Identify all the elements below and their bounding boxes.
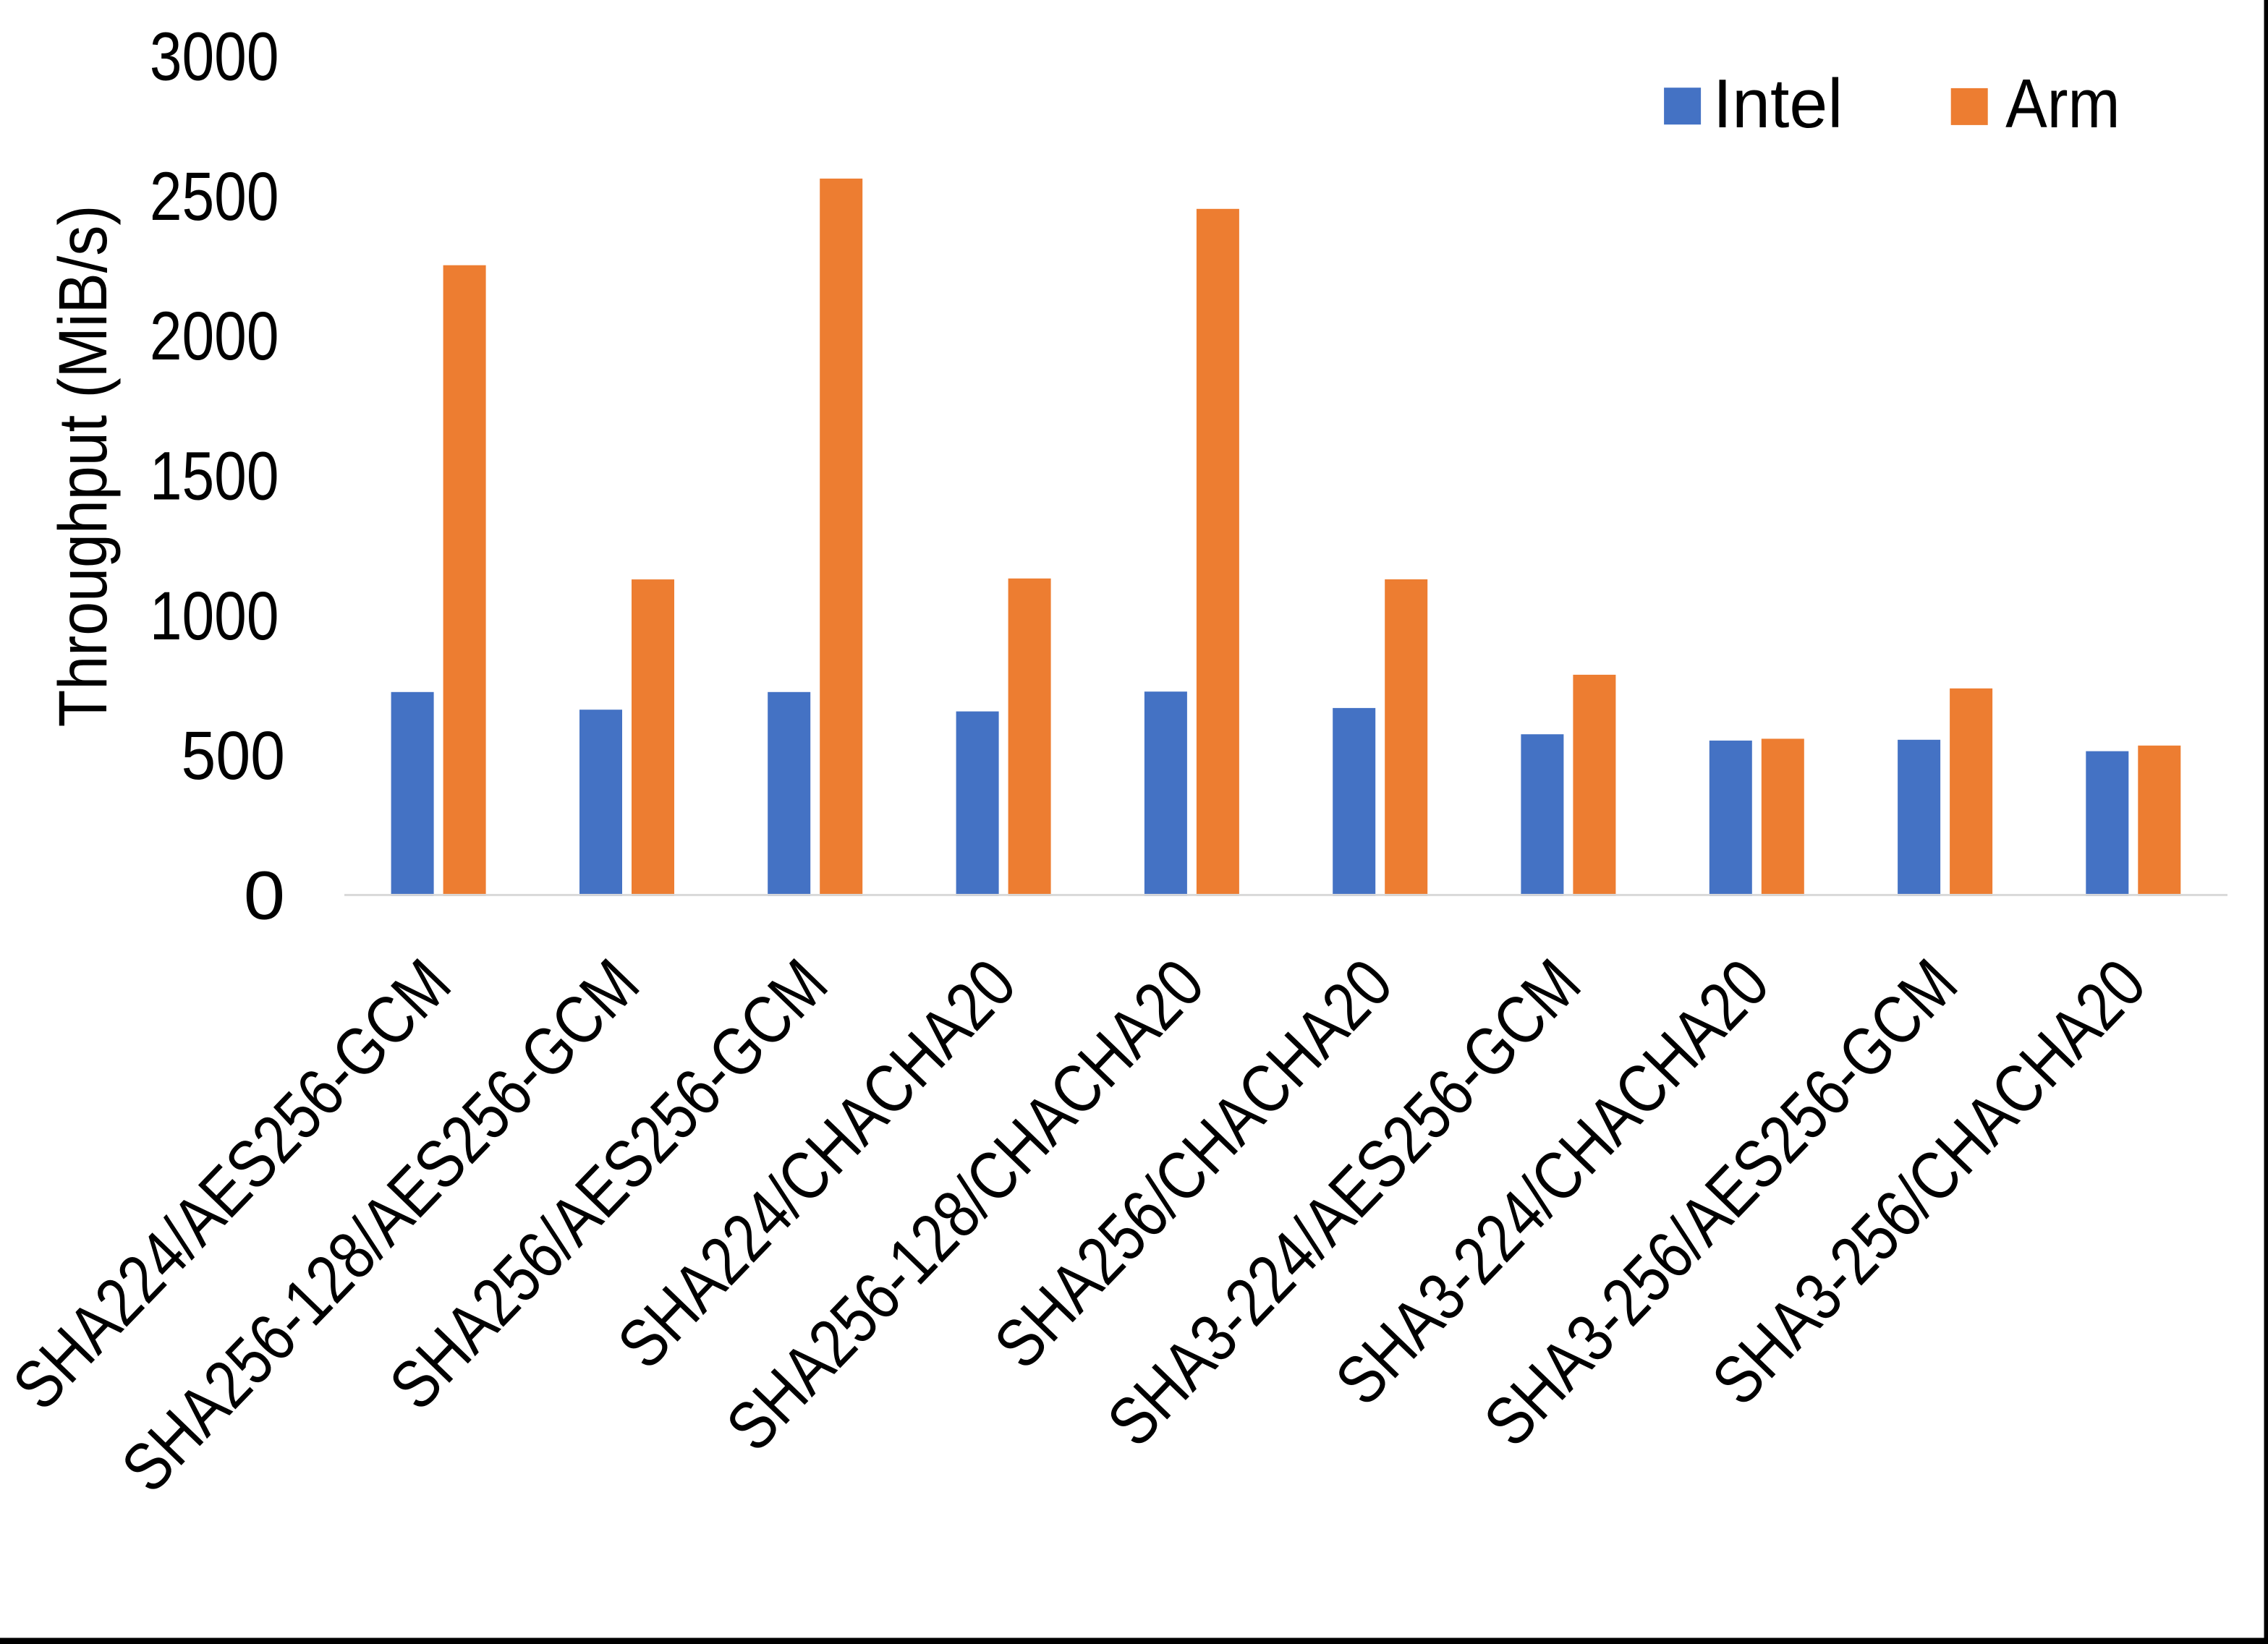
svg-text:1500: 1500: [150, 438, 279, 514]
svg-text:2000: 2000: [150, 298, 279, 375]
svg-text:Throughput (MiB/s): Throughput (MiB/s): [45, 205, 122, 728]
svg-text:500: 500: [182, 717, 285, 794]
svg-text:3000: 3000: [150, 18, 279, 95]
svg-text:1000: 1000: [150, 578, 279, 655]
svg-text:0: 0: [244, 857, 285, 933]
svg-text:Arm: Arm: [2005, 65, 2120, 142]
svg-text:Intel: Intel: [1713, 66, 1843, 143]
svg-text:2500: 2500: [150, 158, 279, 235]
